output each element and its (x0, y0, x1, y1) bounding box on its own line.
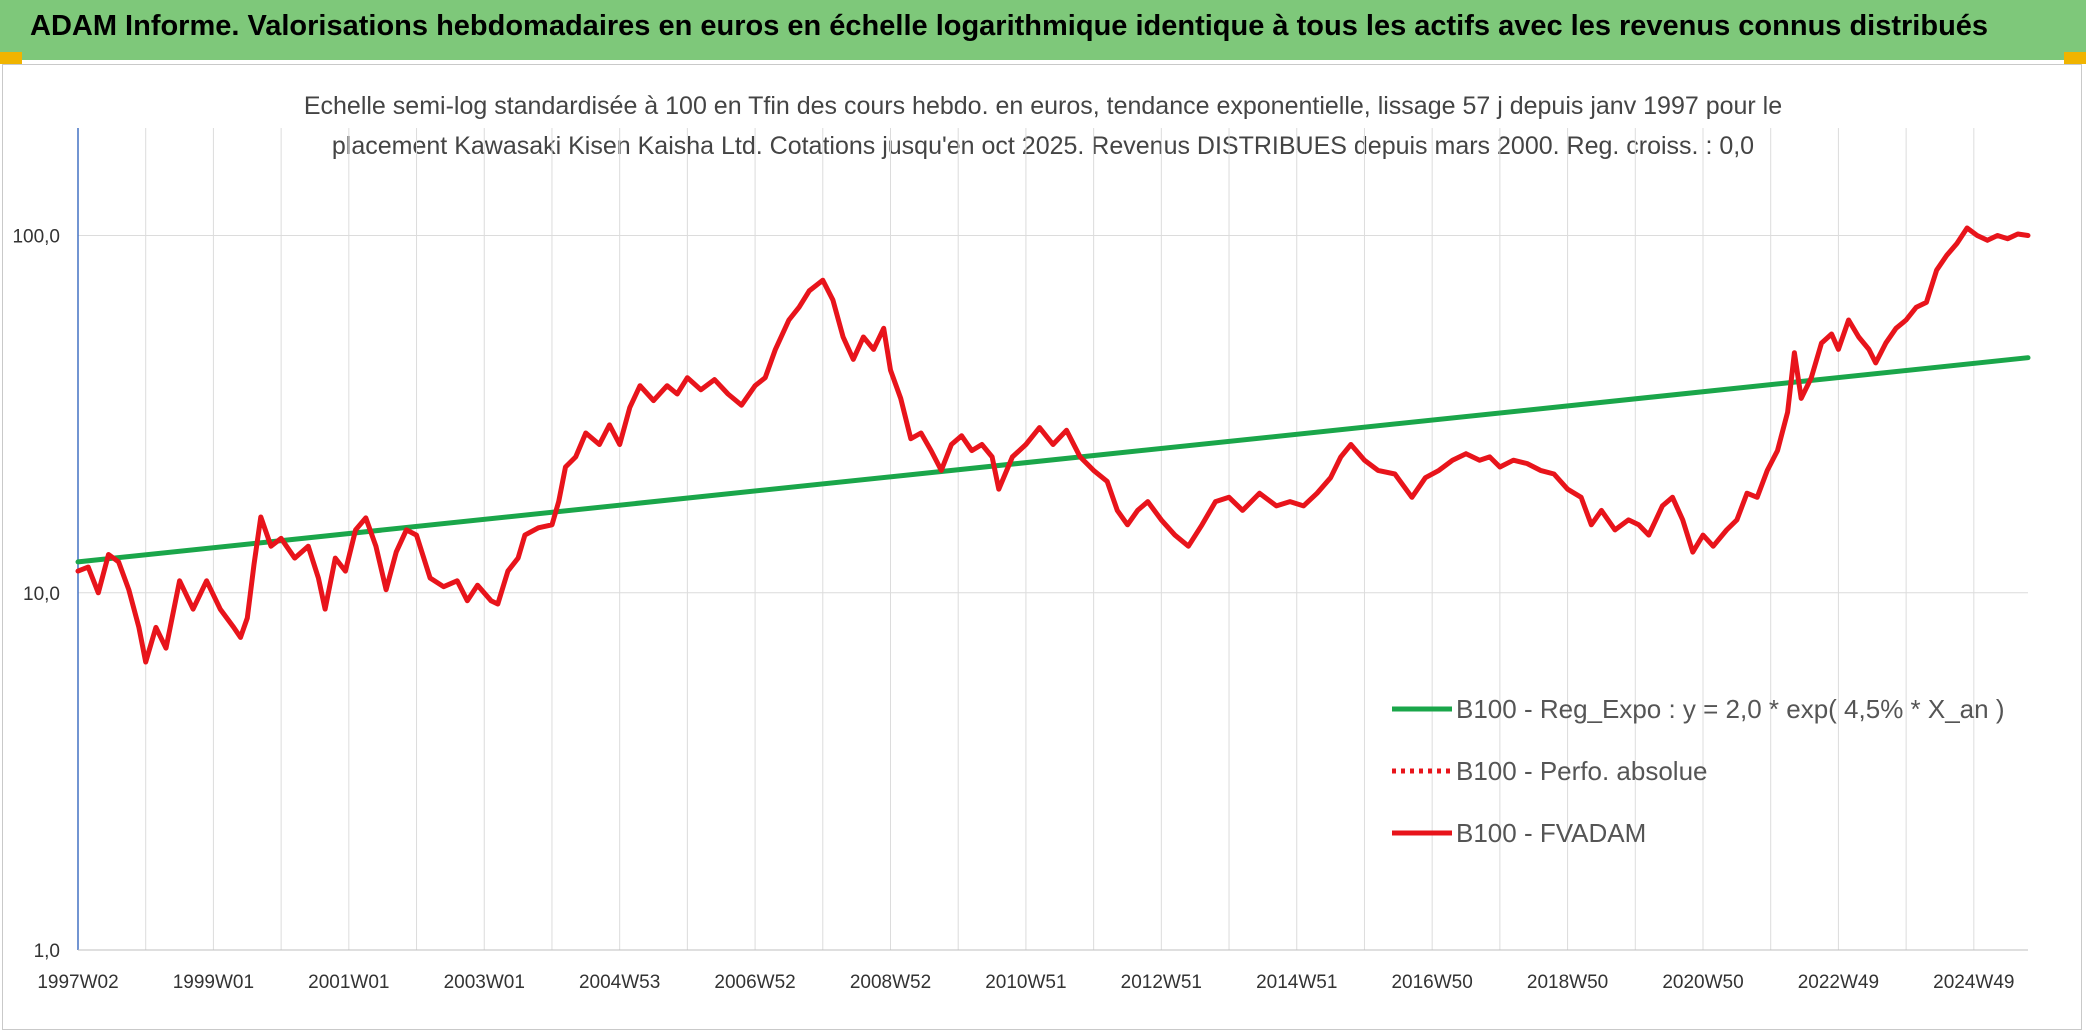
chart-subtitle: Echelle semi-log standardisée à 100 en T… (0, 86, 2086, 166)
series-line-2 (75, 225, 2031, 665)
x-tick-label: 2006W52 (714, 972, 795, 993)
chart-subtitle-line-1: Echelle semi-log standardisée à 100 en T… (303, 92, 1783, 120)
y-tick-label: 10,0 (23, 584, 60, 605)
report-header-banner: ADAM Informe. Valorisations hebdomadaire… (0, 0, 2086, 60)
legend-label-1: B100 - Perfo. absolue (1456, 756, 1708, 786)
legend-label-0: B100 - Reg_Expo : y = 2,0 * exp( 4,5% * … (1456, 694, 2005, 724)
x-tick-label: 2012W51 (1121, 972, 1202, 993)
x-tick-label: 2003W01 (444, 972, 525, 993)
x-tick-label: 2020W50 (1662, 972, 1743, 993)
x-tick-label: 1997W02 (37, 972, 118, 993)
x-tick-label: 2018W50 (1527, 972, 1608, 993)
y-tick-label: 100,0 (12, 227, 60, 248)
x-tick-label: 1999W01 (173, 972, 254, 993)
legend: B100 - Reg_Expo : y = 2,0 * exp( 4,5% * … (1392, 694, 2005, 848)
report-title: ADAM Informe. Valorisations hebdomadaire… (30, 10, 1989, 42)
x-tick-label: 2010W51 (985, 972, 1066, 993)
x-tick-label: 2016W50 (1391, 972, 1472, 993)
x-tick-label: 2004W53 (579, 972, 660, 993)
corner-marker-left (0, 52, 22, 64)
x-tick-label: 2014W51 (1256, 972, 1337, 993)
legend-label-2: B100 - FVADAM (1456, 818, 1646, 848)
x-tick-label: 2001W01 (308, 972, 389, 993)
x-tick-label: 2022W49 (1798, 972, 1879, 993)
corner-marker-right (2064, 52, 2086, 64)
series-lines (75, 225, 2031, 665)
x-tick-label: 2024W49 (1933, 972, 2014, 993)
y-tick-label: 1,0 (34, 941, 60, 962)
chart-subtitle-line-2: placement Kawasaki Kisen Kaisha Ltd. Cot… (331, 132, 1755, 160)
x-tick-label: 2008W52 (850, 972, 931, 993)
chart-area-frame (2, 64, 2082, 1030)
gridlines (77, 128, 2028, 951)
axes: 1,0 10,0 100,0 1997W02 1999W01 2001W01 2003W01… (12, 128, 2028, 993)
series-line-0 (75, 355, 2031, 565)
